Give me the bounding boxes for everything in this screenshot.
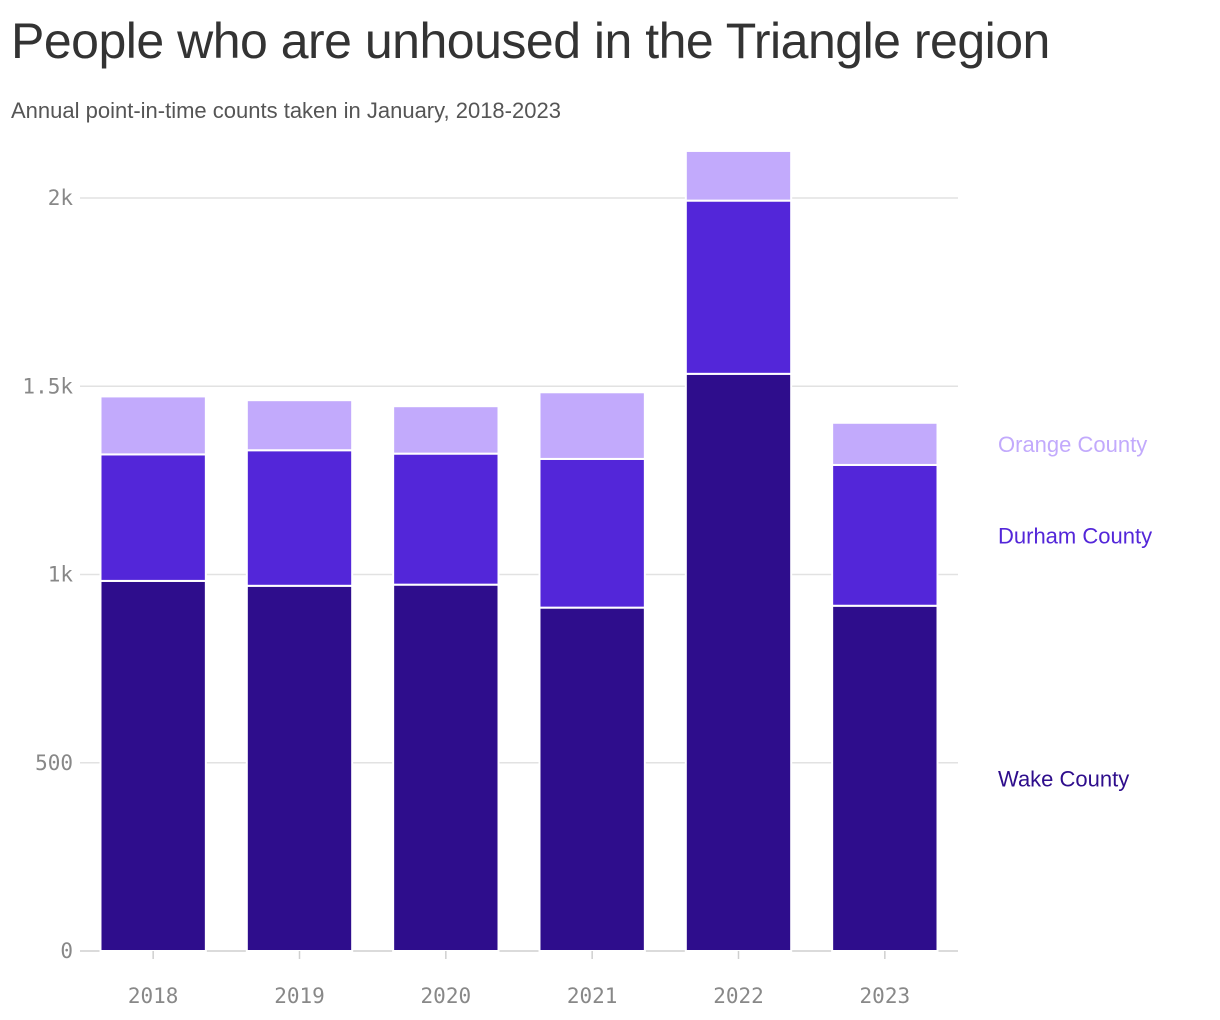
bar-segment-durham-county [245,449,354,587]
bar-segment-orange-county [392,405,500,455]
bar-segment-orange-county [684,149,793,202]
bar-segment-wake-county [684,372,793,952]
bar-segment-wake-county [99,579,207,952]
chart-title: People who are unhoused in the Triangle … [11,13,1050,69]
x-tick-label: 2020 [421,984,472,1008]
x-tick-label: 2022 [713,984,764,1008]
chart-subtitle: Annual point-in-time counts taken in Jan… [11,98,561,123]
bar-segment-orange-county [831,421,939,466]
bar-segment-orange-county [99,395,207,456]
bar-segment-wake-county [538,606,646,953]
y-tick-label: 2k [48,186,74,210]
bar-segment-durham-county [99,453,207,582]
bar-segment-durham-county [538,457,646,609]
bar-segment-durham-county [684,199,793,375]
y-tick-label: 1k [48,563,74,587]
x-tick-label: 2018 [128,984,179,1008]
axes: 0 500 1k 1.5k 2k 2018 2019 2020 2021 2022 2023 [22,186,910,1008]
bar-segment-wake-county [831,604,939,952]
bar-segment-wake-county [245,584,354,952]
bar-segment-durham-county [392,452,500,586]
x-tick-label: 2021 [567,984,618,1008]
x-tick-label: 2019 [274,984,325,1008]
legend-label-orange-county: Orange County [998,432,1147,457]
bar-segment-wake-county [392,583,500,953]
bars [99,149,939,953]
legend: Wake County Durham County Orange County [998,432,1152,792]
legend-label-durham-county: Durham County [998,523,1152,548]
y-tick-label: 1.5k [22,374,73,398]
y-tick-label: 500 [35,751,73,775]
bar-segment-durham-county [831,463,939,607]
x-tick-label: 2023 [860,984,911,1008]
bar-segment-orange-county [538,391,646,460]
y-tick-label: 0 [60,939,73,963]
bar-segment-orange-county [245,399,354,452]
legend-label-wake-county: Wake County [998,766,1129,791]
grid-lines [80,197,958,952]
